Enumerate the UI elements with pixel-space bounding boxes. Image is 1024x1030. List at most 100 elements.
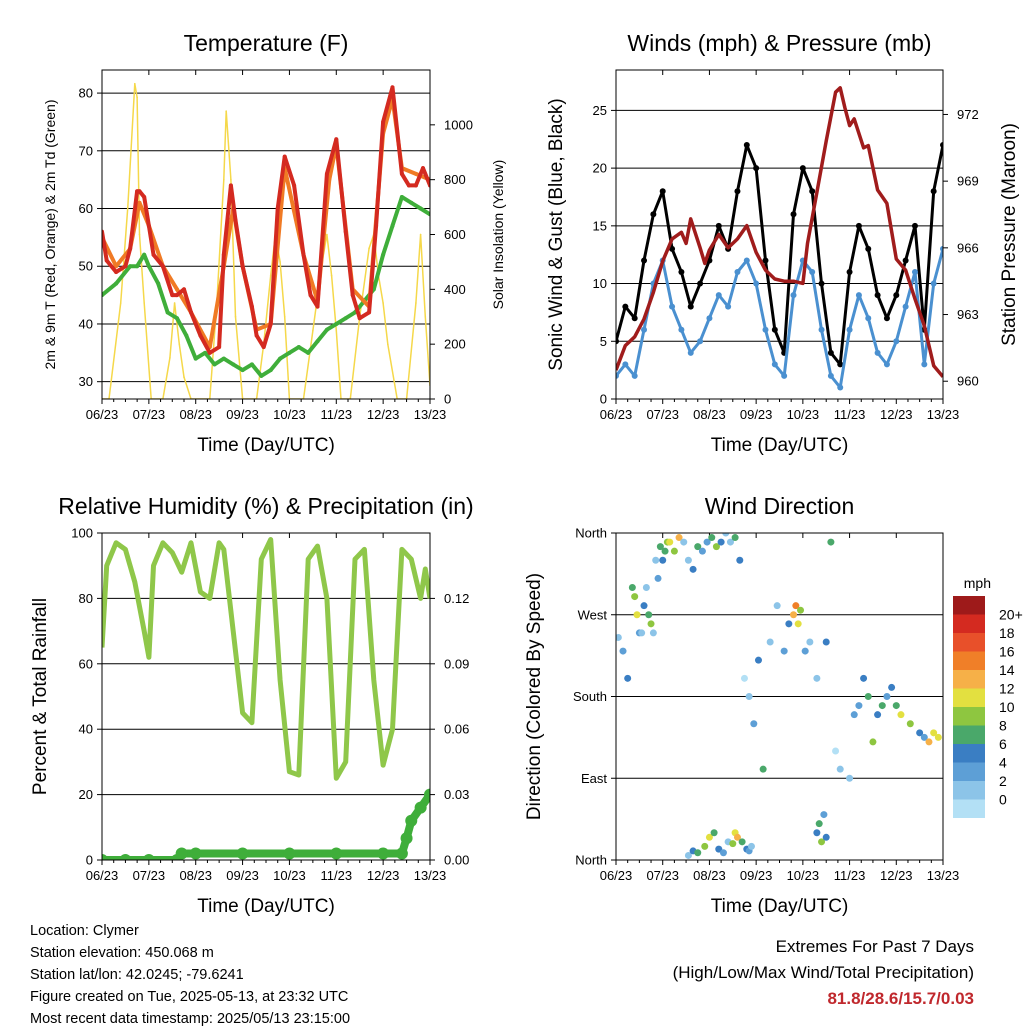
- humidity-xlabel: Time (Day/UTC): [197, 896, 335, 917]
- temperature-ytick-label: 80: [79, 86, 93, 101]
- direction-point: [750, 720, 758, 728]
- direction-point: [794, 620, 802, 628]
- series-td: [102, 195, 430, 378]
- winds-y2tick-label: 966: [957, 240, 979, 255]
- humidity-xtick-label: 09/23: [226, 868, 259, 883]
- point-gust: [940, 142, 943, 149]
- direction-point: [619, 647, 627, 655]
- direction-point: [717, 538, 725, 546]
- point-precip: [119, 854, 132, 860]
- temperature-xtick-label: 07/23: [133, 407, 166, 422]
- point-solar: [119, 302, 122, 304]
- point-wind: [631, 372, 638, 379]
- point-td: [287, 350, 292, 355]
- point-gust: [911, 222, 918, 229]
- point-td: [259, 373, 264, 378]
- direction-point: [790, 611, 798, 619]
- humidity-xtick-label: 07/23: [133, 868, 166, 883]
- legend-label: 2: [999, 773, 1007, 789]
- point-t2m: [233, 218, 238, 223]
- point-wind: [911, 269, 918, 276]
- temperature-y2tick-label: 1000: [444, 117, 473, 132]
- point-gust: [874, 292, 881, 299]
- point-t2m: [142, 194, 147, 199]
- point-gust: [753, 165, 760, 172]
- point-wind: [743, 257, 750, 264]
- point-t2m: [228, 183, 233, 188]
- point-t2m: [170, 293, 175, 298]
- point-td: [249, 362, 254, 367]
- temperature-series: [102, 82, 430, 399]
- point-t2m: [334, 137, 339, 142]
- direction-plot-frame: [615, 532, 944, 861]
- point-wind: [762, 326, 769, 333]
- direction-point: [710, 829, 718, 837]
- point-gust: [650, 211, 657, 218]
- direction-ytick-label: North: [575, 853, 607, 868]
- point-wind: [827, 372, 834, 379]
- temperature-xtick-label: 10/23: [273, 407, 306, 422]
- direction-title: Wind Direction: [705, 493, 855, 519]
- direction-point: [759, 765, 767, 773]
- humidity-ytick-label: 100: [71, 526, 93, 541]
- direction-point: [656, 543, 664, 551]
- point-gust: [734, 188, 741, 195]
- legend-swatch: [953, 688, 985, 707]
- point-solar: [183, 376, 185, 378]
- direction-point: [654, 574, 662, 582]
- direction-xtick-label: 10/23: [787, 868, 820, 883]
- humidity-ytick-label: 40: [79, 722, 93, 737]
- winds-ylabel: Sonic Wind & Gust (Blue, Black): [546, 98, 567, 370]
- direction-point: [647, 620, 655, 628]
- point-wind: [687, 349, 694, 356]
- direction-point: [645, 611, 653, 619]
- point-t2m: [151, 252, 156, 257]
- temperature-xtick-label: 11/23: [320, 407, 352, 422]
- legend-swatch: [953, 707, 985, 726]
- humidity-y2tick-label: 0.06: [444, 722, 469, 737]
- direction-point: [773, 602, 781, 610]
- point-precip: [395, 847, 408, 860]
- direction-point: [712, 543, 720, 551]
- winds-xtick-label: 07/23: [646, 407, 679, 422]
- direction-points: [616, 533, 942, 859]
- point-precip: [102, 854, 108, 860]
- point-t2m: [146, 223, 151, 228]
- direction-point: [747, 842, 755, 850]
- extremes-panel: Extremes For Past 7 Days (High/Low/Max W…: [673, 934, 974, 1012]
- direction-xlabel: Time (Day/UTC): [711, 896, 849, 917]
- temperature-ytick-label: 60: [79, 201, 93, 216]
- point-gust: [902, 257, 909, 264]
- humidity-y2tick-label: 0.09: [444, 656, 469, 671]
- point-gust: [799, 165, 806, 172]
- direction-point: [813, 829, 821, 837]
- point-t2m: [292, 183, 297, 188]
- point-gust: [837, 361, 844, 368]
- temperature-y2tick-label: 800: [444, 172, 466, 187]
- point-solar: [279, 261, 281, 263]
- point-wind: [874, 349, 881, 356]
- winds-xlabel: Time (Day/UTC): [711, 435, 849, 456]
- winds-plot-frame: [615, 69, 944, 400]
- point-gust: [855, 222, 862, 229]
- extremes-subtitle: (High/Low/Max Wind/Total Precipitation): [672, 963, 974, 982]
- direction-point: [883, 693, 891, 700]
- winds-xtick-label: 09/23: [740, 407, 773, 422]
- direction-point: [806, 638, 814, 646]
- point-t2m: [240, 264, 245, 269]
- point-solar: [169, 357, 171, 359]
- humidity-ytick-label: 0: [86, 853, 93, 868]
- direction-point: [703, 538, 711, 546]
- temperature-ytick-label: 30: [79, 374, 93, 389]
- point-gust: [771, 326, 778, 333]
- point-wind: [893, 338, 900, 345]
- direction-point: [888, 683, 896, 691]
- point-solar: [225, 110, 227, 112]
- point-solar: [234, 315, 237, 318]
- direction-xtick-label: 13/23: [927, 868, 960, 883]
- winds-ytick-label: 25: [593, 103, 607, 118]
- legend-label: 14: [999, 662, 1015, 678]
- direction-point: [738, 838, 746, 846]
- point-wind: [781, 372, 788, 379]
